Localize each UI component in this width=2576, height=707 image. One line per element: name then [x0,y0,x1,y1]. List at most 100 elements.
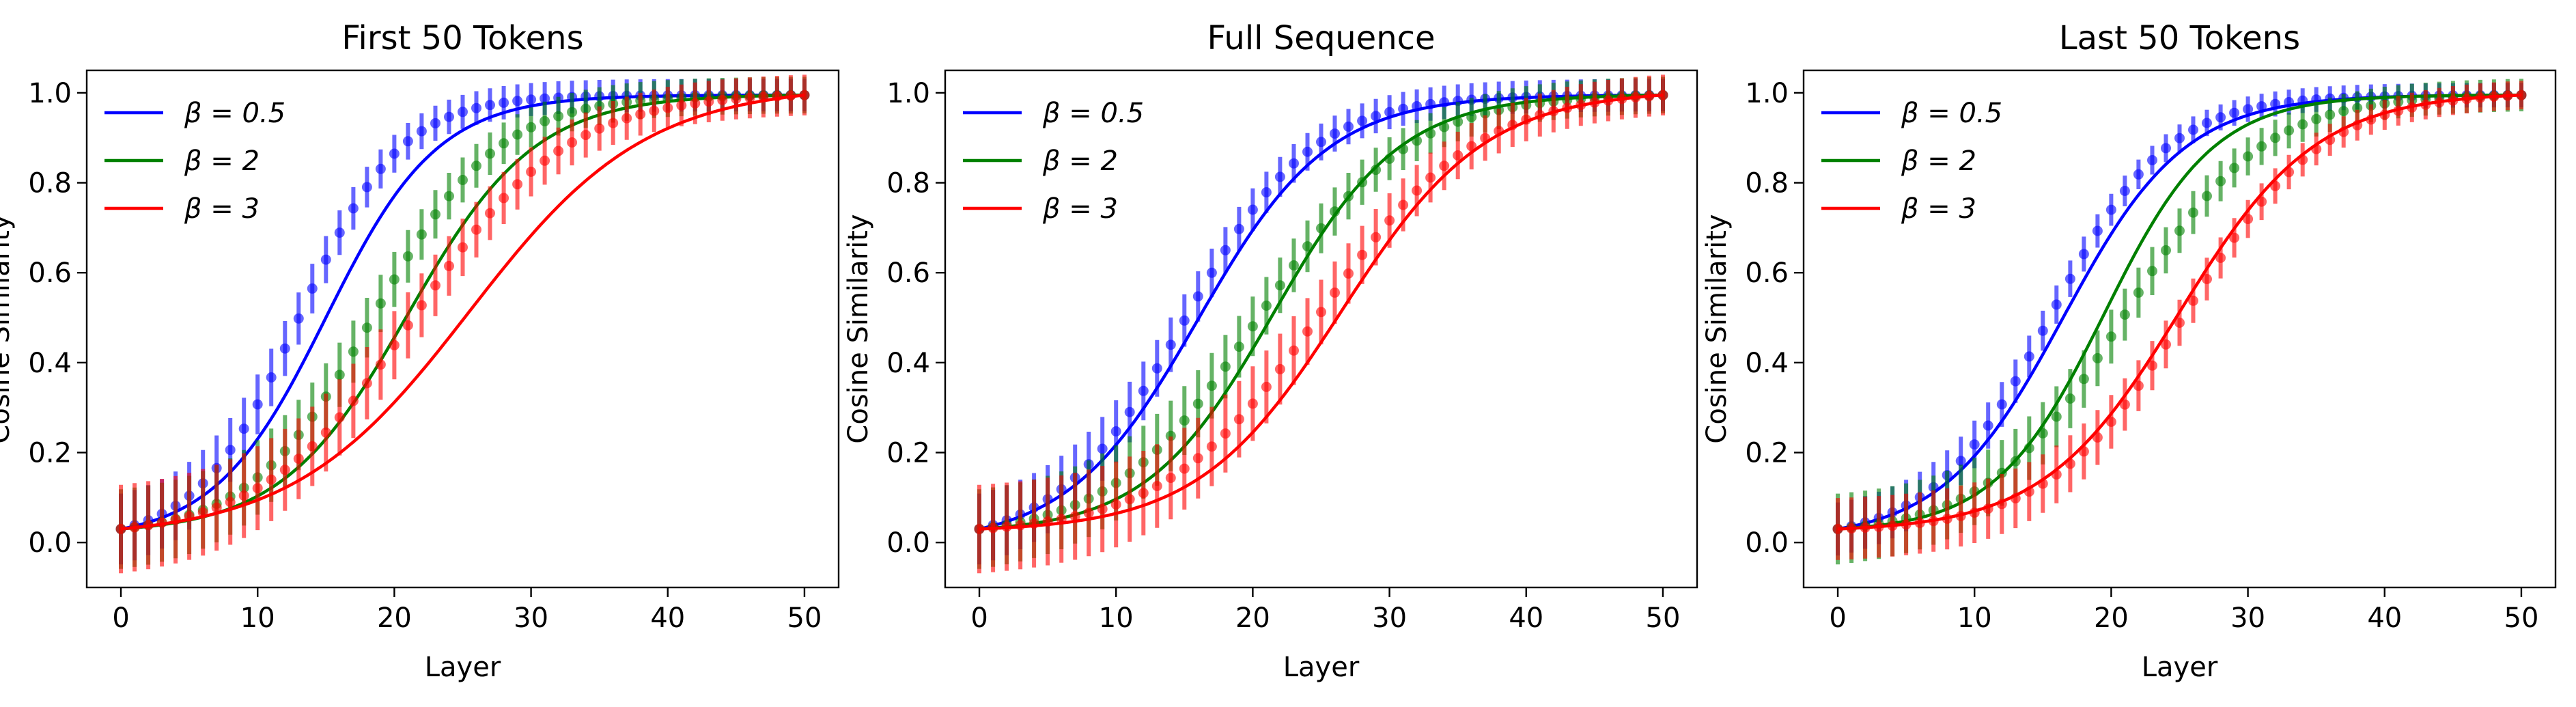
data-point [1289,158,1299,169]
data-point [2202,191,2212,202]
data-point [499,138,509,149]
data-point [375,163,386,174]
data-point [1192,291,1203,302]
y-tick-label: 0.0 [1745,527,1789,559]
data-point [471,224,481,235]
data-point [1233,414,1244,425]
y-axis-label: Cosine Similarity [843,214,874,443]
data-point [676,100,687,111]
data-point [703,96,714,107]
x-tick-label: 20 [2094,602,2129,634]
data-point [402,320,413,331]
y-tick-label: 1.0 [1745,78,1789,109]
data-point [1165,473,1176,484]
data-point [1179,315,1190,326]
data-point [2105,204,2116,215]
data-point [1206,380,1217,391]
chart-title: Full Sequence [1207,19,1435,57]
data-point [662,102,673,113]
data-point [594,100,605,111]
data-point [1371,232,1382,242]
data-point [2311,113,2322,124]
data-point [621,113,632,124]
data-point [416,126,427,137]
data-point [2229,232,2240,243]
data-point [307,441,318,452]
data-point [1302,326,1313,337]
data-point [1274,363,1285,374]
data-point [526,94,537,105]
data-point [293,454,304,465]
x-tick-label: 40 [650,602,685,634]
data-point [1206,267,1217,278]
data-point [1083,508,1094,518]
data-point [485,208,495,219]
chart-title: First 50 Tokens [341,19,583,57]
data-point [2243,104,2254,115]
data-point [1384,107,1395,117]
legend-label: β = 0.5 [1042,98,1144,129]
data-point [389,339,400,350]
data-point [553,111,564,122]
data-point [744,92,755,103]
data-point [1330,128,1340,139]
data-point [2325,109,2336,120]
data-point [1165,430,1176,441]
data-point [594,123,605,134]
data-point [2174,133,2185,143]
data-point [2051,299,2062,310]
data-point [2064,393,2075,404]
data-point [2338,106,2349,117]
data-point [1124,494,1135,505]
data-point [430,117,440,128]
data-point [2270,133,2281,143]
data-point [635,109,646,120]
fit-line [979,93,1664,531]
data-point [334,412,345,423]
y-tick-label: 0.6 [1745,258,1789,289]
data-point [1247,398,1258,409]
data-point [2215,253,2226,263]
data-point [279,465,290,475]
data-point [361,322,372,333]
chart-title: Last 50 Tokens [2059,19,2300,57]
data-point [1138,385,1149,396]
data-point [2078,249,2089,260]
data-point [2064,273,2075,284]
data-point [1261,187,1272,197]
data-point [225,497,236,508]
x-tick-label: 10 [1099,602,1134,634]
data-point [580,130,591,141]
y-tick-label: 0.4 [886,348,930,379]
data-point [1453,150,1464,161]
x-tick-label: 10 [240,602,275,634]
data-point [1969,439,1980,450]
data-point [1357,115,1368,126]
data-point [389,148,400,159]
data-point [361,378,372,389]
y-tick-label: 0.8 [1745,168,1789,199]
plot-area-frame [1802,69,2557,589]
data-point [2229,107,2240,118]
data-point [1151,363,1162,374]
data-point [717,95,728,105]
legend-label: β = 3 [1042,193,1118,225]
y-tick-label: 0.0 [28,527,72,559]
legend-label: β = 2 [1042,145,1118,177]
data-point [1330,287,1340,298]
data-point [307,283,318,294]
y-tick-label: 0.6 [886,258,930,289]
data-point [567,107,578,117]
data-point [1179,463,1190,474]
chart-panel-1: 0 10 20 30 40 50 0.0 0.2 0.4 0.6 0.8 1.0 First 50 To… [0,19,840,683]
data-point [485,100,495,111]
data-point [1261,301,1272,311]
data-point [2188,295,2198,306]
legend-label: β = 0.5 [184,98,285,129]
data-point [444,191,454,202]
data-point [608,117,619,128]
data-point [1412,185,1423,196]
data-point [1316,307,1326,318]
data-point [375,298,386,309]
